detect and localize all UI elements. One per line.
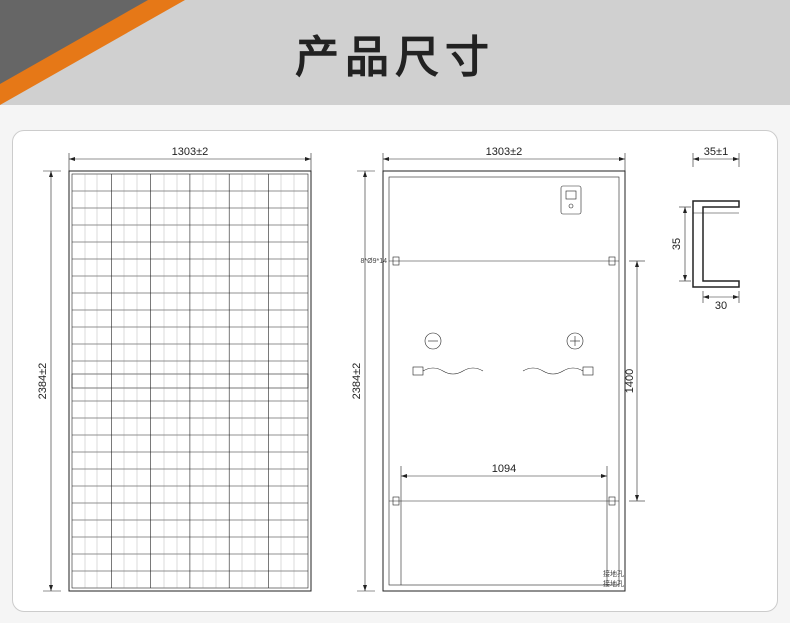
page-title: 产品尺寸 [295, 21, 495, 85]
frame-profile: 35±1 35 30 [671, 146, 739, 312]
technical-drawing: 1303±2 2384±2 [13, 131, 779, 613]
inner-width-dim: 1094 [492, 463, 516, 475]
cables [413, 333, 593, 375]
junction-box [561, 186, 581, 214]
hole-spec: 8*Ø9*14 [361, 258, 388, 265]
profile-depth-dim: 35 [671, 238, 683, 250]
ground-label-1: 接地孔 [603, 569, 624, 578]
profile-inner-dim: 30 [715, 300, 727, 312]
back-height-dim: 2384±2 [351, 363, 363, 400]
back-width-dim: 1303±2 [486, 146, 523, 158]
accent-triangle [0, 0, 185, 105]
front-width-dim: 1303±2 [172, 146, 209, 158]
cell-grid [72, 174, 308, 588]
header-bar: 产品尺寸 [0, 0, 790, 105]
front-height-dim: 2384±2 [37, 363, 49, 400]
ground-label-2: 接地孔 [603, 579, 624, 588]
drawing-canvas: 1303±2 2384±2 [12, 130, 778, 612]
profile-width-dim: 35±1 [704, 146, 728, 158]
mount-span-dim: 1400 [624, 369, 636, 393]
front-view: 1303±2 2384±2 [37, 146, 311, 591]
back-view: 1303±2 2384±2 8*Ø9*14 [351, 146, 645, 591]
